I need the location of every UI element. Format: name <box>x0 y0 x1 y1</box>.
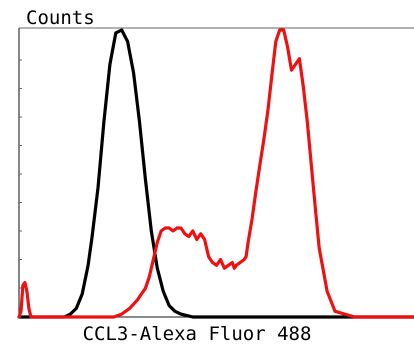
series-line-1 <box>17 28 414 319</box>
x-axis-label: CCL3-Alexa Fluor 488 <box>83 323 312 345</box>
series-line-0 <box>17 28 414 319</box>
y-axis-label: Counts <box>26 7 95 29</box>
series-group <box>17 28 414 319</box>
